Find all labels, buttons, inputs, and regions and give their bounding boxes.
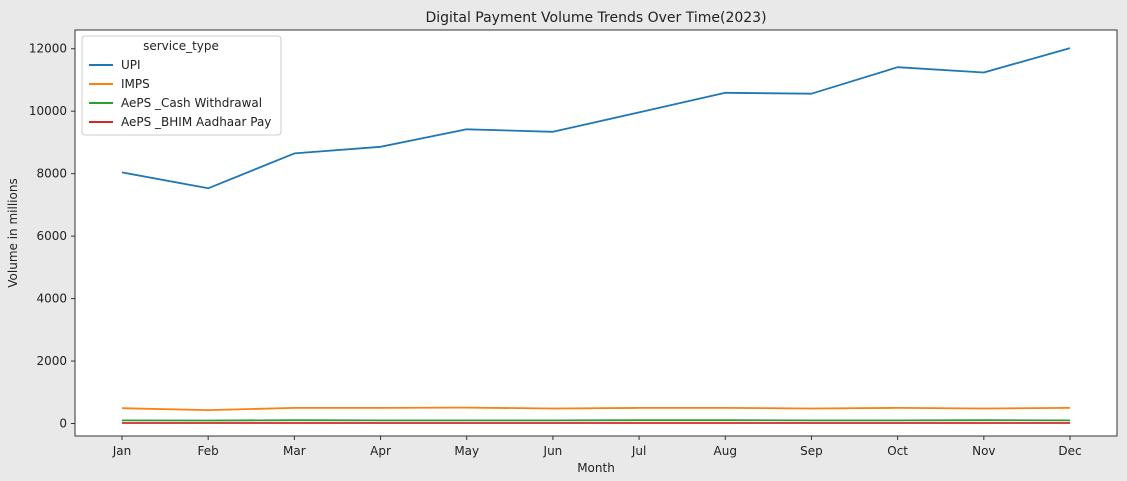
legend: service_type UPI IMPS AePS _Cash Withdrawa… [81,35,282,136]
legend-label: AePS _BHIM Aadhaar Pay [121,115,271,129]
y-tick-label: 4000 [36,292,67,306]
y-tick-label: 2000 [36,354,67,368]
legend-label: AePS _Cash Withdrawal [121,96,262,110]
x-tick-label: Aug [714,444,737,458]
series-layer [121,47,1071,424]
y-axis: 0 2000 4000 6000 8000 10000 12000 [29,42,75,431]
legend-label: UPI [121,58,141,72]
x-tick-label: Mar [283,444,306,458]
x-tick-label: May [454,444,479,458]
y-tick-label: 0 [59,417,67,431]
series-line-1 [121,406,1071,412]
legend-label: IMPS [121,77,150,91]
x-tick-label: Nov [972,444,995,458]
y-tick-label: 8000 [36,167,67,181]
x-tick-label: Apr [370,444,391,458]
x-axis: Jan Feb Mar Apr May Jun Jul Aug Sep Oct Nov Dec [112,436,1082,458]
plot-frame [74,29,1118,437]
y-tick-label: 6000 [36,229,67,243]
legend-items: UPI IMPS AePS _Cash Withdrawal AePS _BHIM A… [89,58,271,129]
x-tick-label: Dec [1058,444,1081,458]
x-tick-label: Jun [543,444,563,458]
x-tick-label: Jan [112,444,132,458]
x-tick-label: Feb [198,444,219,458]
x-axis-label: Month [577,461,615,475]
legend-box [81,35,282,136]
y-tick-label: 10000 [29,104,67,118]
series-line-0 [121,47,1071,190]
legend-title: service_type [143,39,219,53]
x-tick-label: Jul [631,444,646,458]
y-axis-label: Volume in millions [6,178,20,287]
x-tick-label: Oct [887,444,908,458]
x-tick-label: Sep [800,444,823,458]
y-tick-label: 12000 [29,42,67,56]
chart-title: Digital Payment Volume Trends Over Time(… [425,10,766,26]
